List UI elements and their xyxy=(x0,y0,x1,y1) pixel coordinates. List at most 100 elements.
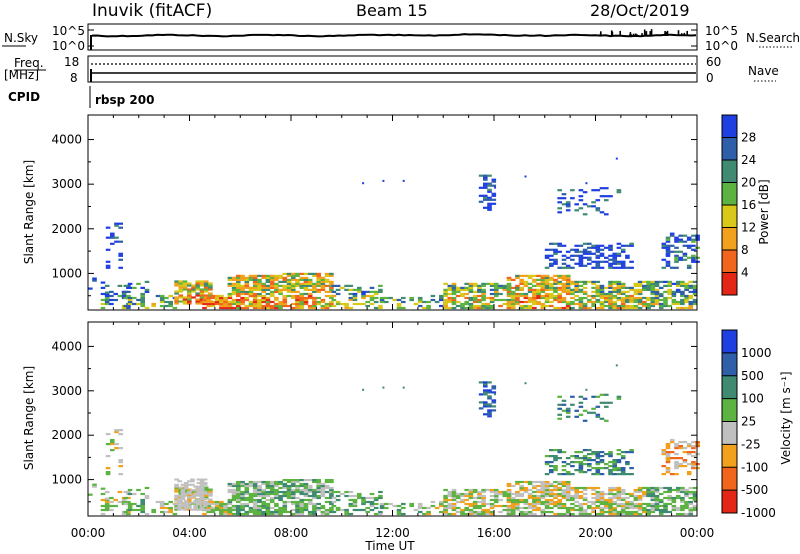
power-cell xyxy=(510,294,516,298)
power-cell xyxy=(248,276,254,279)
power-cell xyxy=(536,288,541,291)
velocity-cell xyxy=(472,496,478,500)
power-cell xyxy=(595,189,601,192)
power-cell xyxy=(123,304,129,308)
velocity-cell xyxy=(481,488,486,492)
velocity-cell xyxy=(180,489,186,492)
velocity-cell xyxy=(92,483,97,486)
velocity-cell xyxy=(665,467,671,470)
velocity-cell xyxy=(295,504,300,508)
power-cell xyxy=(578,189,584,192)
velocity-cell xyxy=(219,510,224,514)
velocity-cell xyxy=(485,488,491,492)
velocity-cell xyxy=(244,490,250,494)
power-cell xyxy=(481,296,486,300)
power-cell xyxy=(240,296,245,300)
velocity-cell xyxy=(549,488,554,492)
velocity-cell xyxy=(642,490,647,494)
power-cell xyxy=(331,294,337,298)
noise-tick-left-bottom: 10^0 xyxy=(52,39,85,53)
velocity-cell xyxy=(650,496,656,500)
power-cell xyxy=(299,272,305,275)
power-cell xyxy=(587,294,592,298)
power-cell xyxy=(646,286,651,289)
velocity-cell xyxy=(582,508,588,512)
power-cell xyxy=(578,288,584,291)
velocity-cell xyxy=(361,508,366,512)
velocity-cell xyxy=(578,510,584,514)
velocity-cell xyxy=(557,480,562,484)
power-cell xyxy=(104,294,110,298)
velocity-cell xyxy=(553,455,558,458)
noise-tick-right-bottom: 10^0 xyxy=(705,39,738,53)
power-cell xyxy=(661,246,667,249)
velocity-cell xyxy=(544,504,550,508)
power-cell xyxy=(208,294,213,297)
velocity-cell xyxy=(299,492,305,496)
power-cell xyxy=(650,286,656,289)
power-cell xyxy=(464,286,469,289)
power-cell xyxy=(468,298,474,302)
velocity-cell xyxy=(608,401,613,404)
power-cell xyxy=(392,298,398,302)
velocity-cell xyxy=(460,512,465,516)
colorbar-swatch xyxy=(722,398,737,422)
velocity-cell xyxy=(692,506,698,510)
velocity-cell xyxy=(378,512,383,516)
velocity-cell xyxy=(612,502,617,506)
power-cell xyxy=(599,288,605,291)
power-cell xyxy=(615,157,618,160)
velocity-cell xyxy=(379,506,385,510)
power-cell xyxy=(612,252,617,255)
velocity-cell xyxy=(527,510,533,514)
velocity-cell xyxy=(202,512,207,516)
velocity-cell xyxy=(223,506,228,510)
velocity-cell xyxy=(286,480,292,484)
velocity-cell xyxy=(187,500,192,503)
power-cell xyxy=(595,292,601,296)
velocity-cell xyxy=(443,506,448,510)
power-cell xyxy=(654,290,660,293)
velocity-cell xyxy=(565,490,571,494)
power-cell xyxy=(413,302,419,306)
power-cell xyxy=(483,194,488,197)
velocity-cell xyxy=(231,508,237,512)
velocity-cell xyxy=(223,502,228,506)
velocity-cell xyxy=(307,494,313,498)
velocity-cell xyxy=(196,499,202,502)
power-cell xyxy=(506,276,512,279)
power-cell xyxy=(616,262,622,265)
power-cell xyxy=(203,286,209,289)
velocity-cell xyxy=(422,512,427,516)
power-cell xyxy=(396,302,402,306)
velocity-cell xyxy=(261,512,266,516)
velocity-cell xyxy=(570,455,575,458)
power-cell xyxy=(608,294,613,298)
power-cell xyxy=(320,276,326,279)
power-cell xyxy=(299,276,305,279)
velocity-cell xyxy=(608,512,613,516)
velocity-cell xyxy=(608,492,613,496)
velocity-cell xyxy=(595,500,601,504)
power-cell xyxy=(620,304,626,308)
power-cell xyxy=(174,280,179,283)
power-cell xyxy=(549,264,554,267)
velocity-cell xyxy=(299,504,305,508)
velocity-cell xyxy=(578,469,584,472)
velocity-cell xyxy=(104,506,110,510)
power-cell xyxy=(553,262,558,265)
velocity-cell xyxy=(274,510,279,514)
velocity-cell xyxy=(591,407,596,410)
power-cell xyxy=(553,242,558,245)
power-cell xyxy=(591,294,596,298)
velocity-cell xyxy=(278,482,283,486)
velocity-cell xyxy=(604,510,609,514)
power-cell xyxy=(582,290,588,293)
power-cell xyxy=(344,304,349,308)
power-cell xyxy=(682,254,688,257)
power-cell xyxy=(591,282,596,285)
power-cell xyxy=(642,286,647,289)
power-cell xyxy=(487,208,492,211)
power-cell xyxy=(515,284,520,287)
velocity-cell xyxy=(487,415,492,418)
